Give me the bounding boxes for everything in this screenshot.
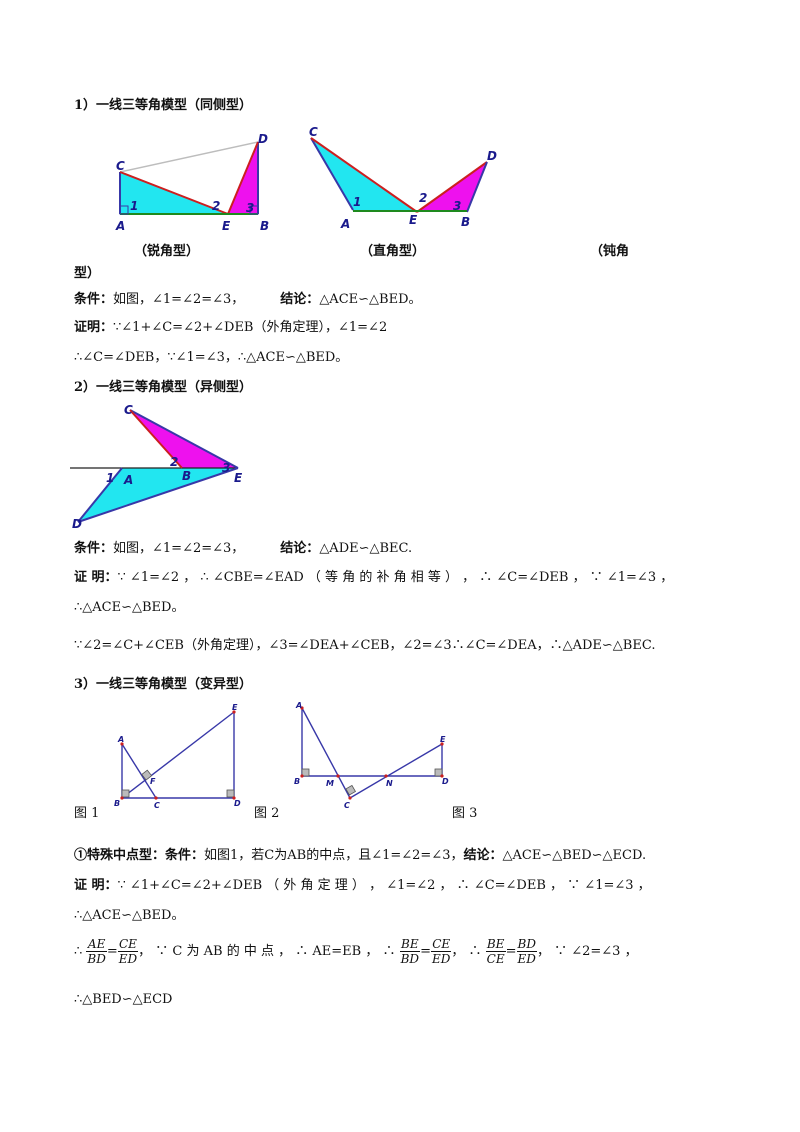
label-E: E [222,219,231,233]
label-C: C [116,159,125,173]
label-angle-2: 2 [212,199,220,213]
caption-right: （直角型） [360,244,426,259]
proof2-line-2: ∴△ACE∽△BED。 [74,600,185,615]
label-D: D [442,777,449,786]
label-D: D [234,799,241,808]
label-B: B [182,469,191,483]
label-N: N [386,779,393,788]
figure-caption-1: 图 1 [74,806,100,821]
condition-line: 条件：如图，∠1=∠2=∠3， 结论：△ACE∽△BED。 [74,292,422,307]
figure-3-2: A B M N C D E [294,701,449,810]
label-M: M [326,779,334,788]
figure-same-side-right: C A E B D 1 2 3 [309,125,497,231]
label-angle-2: 2 [170,455,178,469]
label-E: E [234,471,243,485]
label-A: A [117,735,124,744]
label-D: D [258,132,268,146]
label-B: B [294,777,300,786]
fraction-ce-ed: CE ED [117,937,139,966]
fraction-be-bd: BE BD [399,937,421,966]
section-2-title: 2）一线三等角模型（异侧型） [74,380,253,395]
label-angle-3: 3 [246,201,254,215]
label-A: A [115,219,125,233]
proof3-line-2: ∴△ACE∽△BED。 [74,908,185,923]
label-angle-1: 1 [130,199,138,213]
condition-line-2: 条件：如图，∠1=∠2=∠3， 结论：△ADE∽△BEC. [74,541,413,556]
label-C: C [124,403,133,417]
label-F: F [150,777,156,786]
proof3-line-3: ∴ AE BD = CE ED， ∵ C 为 AB 的 中 点 ， ∴ AE=EB ， … [74,937,638,966]
label-A: A [295,701,302,710]
proof-line-1: 证明：∵∠1+∠C=∠2+∠DEB（外角定理），∠1=∠2 [74,320,388,335]
label-B: B [114,799,120,808]
label-B: B [260,219,269,233]
section-1-title: 1）一线三等角模型（同侧型） [74,98,253,113]
label-angle-3: 3 [222,461,230,475]
proof2-line-3: ∵∠2=∠C+∠CEB（外角定理），∠3=∠DEA+∠CEB，∠2=∠3∴∠C=… [74,638,656,653]
fraction-ae-bd: AE BD [86,937,107,966]
label-A: A [340,217,350,231]
proof3-line-4: ∴△BED∽△ECD [74,992,173,1007]
figure-3-1: A B C D E F [114,703,241,810]
fraction-bd-ed: BD ED [516,937,537,966]
fraction-ce-ed-2: CE ED [430,937,452,966]
label-angle-1: 1 [353,195,361,209]
special-midpoint-line: ①特殊中点型：条件：如图1，若C为AB的中点，且∠1=∠2=∠3，结论：△ACE… [74,848,647,863]
label-B: B [461,215,470,229]
figure-opposite-side: C A B E D 1 2 3 [70,403,243,531]
figure-caption-3: 图 3 [452,806,478,821]
label-D: D [487,149,497,163]
caption-acute: （锐角型） [134,244,200,259]
fraction-be-ce: BE CE [485,937,506,966]
label-angle-1: 1 [106,471,114,485]
figure-same-side-acute: C A E B D 1 2 3 [115,132,269,233]
label-D: D [72,517,82,531]
caption-obtuse: （钝角 [590,244,630,259]
label-angle-3: 3 [453,199,461,213]
label-C: C [154,801,160,810]
label-angle-2: 2 [419,191,427,205]
label-E: E [409,213,418,227]
figure-caption-2: 图 2 [254,806,280,821]
label-C: C [344,801,350,810]
label-E: E [232,703,238,712]
proof3-line-1: 证 明：∵ ∠1+∠C=∠2+∠DEB （ 外 角 定 理 ） ， ∠1=∠2 … [74,878,651,893]
label-A: A [123,473,133,487]
proof2-line-1: 证 明：∵ ∠1=∠2 ， ∴ ∠CBE=∠EAD （ 等 角 的 补 角 相 … [74,570,674,585]
label-C: C [309,125,318,139]
caption-obtuse-cont: 型） [74,266,101,281]
section-3-title: 3）一线三等角模型（变异型） [74,677,253,692]
proof-line-2: ∴∠C=∠DEB，∵∠1=∠3，∴△ACE∽△BED。 [74,350,349,365]
label-E: E [440,735,446,744]
